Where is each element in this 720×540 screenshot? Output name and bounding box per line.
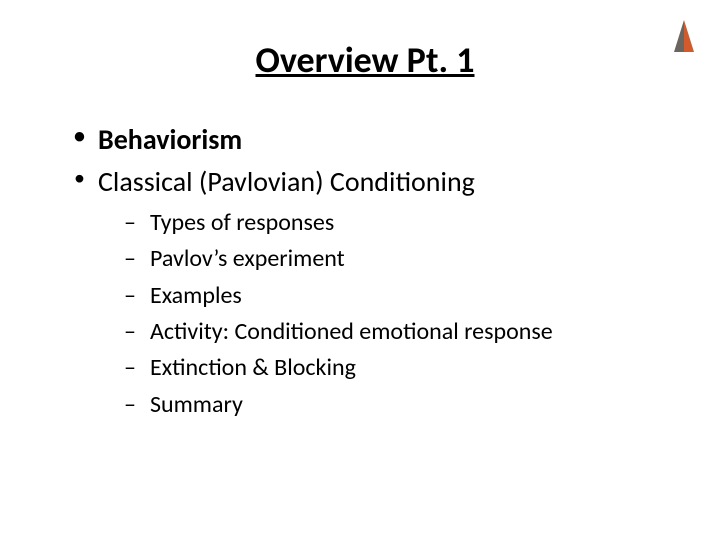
bullet-subitem: Summary bbox=[70, 389, 660, 421]
bullet-subitem: Pavlov’s experiment bbox=[70, 243, 660, 275]
bullet-text: Behaviorism bbox=[98, 122, 242, 157]
bullet-subitem: Types of responses bbox=[70, 207, 660, 239]
bullet-subitem: Examples bbox=[70, 280, 660, 312]
bullet-text: Examples bbox=[150, 281, 242, 310]
bullet-subitem: Extinction & Blocking bbox=[70, 352, 660, 384]
bullet-text: Classical (Pavlovian) Conditioning bbox=[98, 164, 475, 199]
bullet-text: Activity: Conditioned emotional response bbox=[150, 317, 553, 346]
bullet-subitem: Activity: Conditioned emotional response bbox=[70, 316, 660, 348]
bullet-item: Behaviorism bbox=[70, 122, 660, 158]
bullet-text: Extinction & Blocking bbox=[150, 353, 356, 382]
bullet-list: Behaviorism Classical (Pavlovian) Condit… bbox=[70, 122, 660, 421]
slide-container: Overview Pt. 1 Behaviorism Classical (Pa… bbox=[0, 0, 720, 540]
bullet-text: Types of responses bbox=[150, 208, 334, 237]
slide-title: Overview Pt. 1 bbox=[70, 38, 660, 82]
bullet-text: Pavlov’s experiment bbox=[150, 244, 345, 273]
bullet-item: Classical (Pavlovian) Conditioning bbox=[70, 164, 660, 200]
flame-icon bbox=[670, 18, 698, 56]
bullet-text: Summary bbox=[150, 390, 243, 419]
